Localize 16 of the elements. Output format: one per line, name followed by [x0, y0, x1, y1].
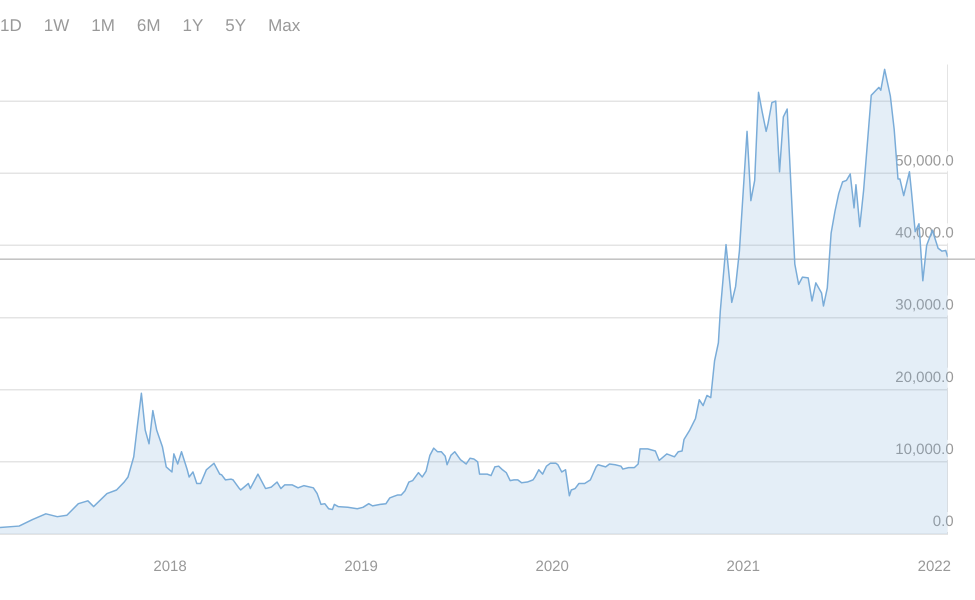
- x-tick-label: 2018: [153, 558, 187, 576]
- text: 1Y: [182, 16, 204, 37]
- y-tick-label: 30,000.0: [895, 296, 954, 314]
- x-tick-label: 2021: [726, 558, 760, 576]
- x-tick-label: 2022: [918, 558, 951, 576]
- text: Max: [268, 16, 300, 37]
- text: 1W: [44, 16, 70, 37]
- text: 1M: [91, 16, 115, 37]
- x-tick-label: 2020: [535, 558, 569, 576]
- text: 1D: [0, 16, 22, 37]
- y-tick-label: 10,000.0: [895, 440, 954, 458]
- y-tick-label: 20,000.0: [895, 368, 954, 386]
- text: 5Y: [225, 16, 246, 37]
- x-tick-label: 2019: [344, 558, 378, 576]
- y-tick-label: 0.0: [932, 513, 954, 530]
- text: 6M: [136, 16, 160, 37]
